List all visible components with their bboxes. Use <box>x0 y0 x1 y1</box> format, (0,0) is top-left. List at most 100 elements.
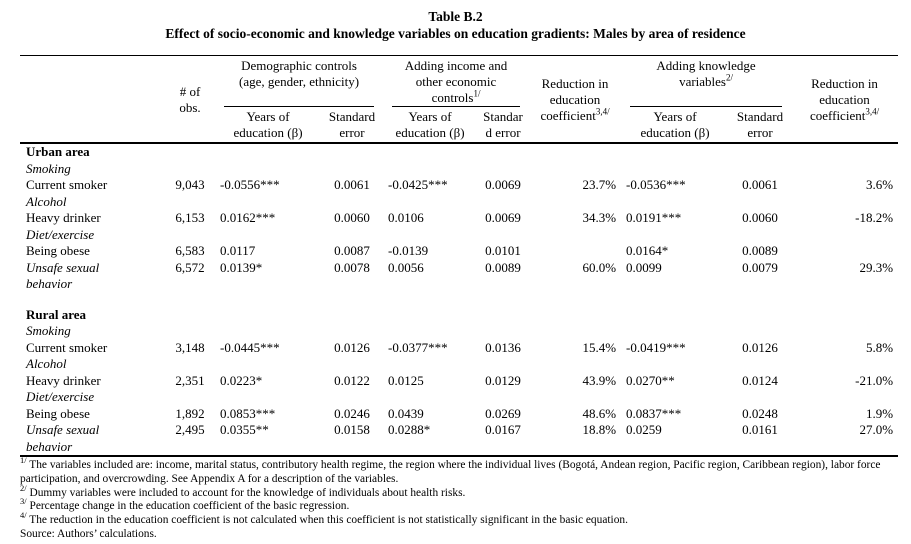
years-education-3-label: Years of education (β) <box>640 109 710 140</box>
footnote-2-marker: 2/ <box>20 482 27 493</box>
table-title-block: Table B.2 Effect of socio-economic and k… <box>9 8 902 42</box>
value-cell <box>477 389 529 406</box>
table-row: Urban area <box>20 143 898 161</box>
table-row: Smoking <box>20 323 898 340</box>
value-cell: 0.0124 <box>742 372 778 388</box>
row-label: Current smoker <box>26 177 108 192</box>
row-label: Heavy drinker <box>26 372 101 388</box>
value-cell <box>321 227 383 244</box>
value-cell: 60.0% <box>582 259 617 275</box>
spacer-row <box>20 293 898 307</box>
value-cell <box>791 194 898 211</box>
value-cell: 0.0126 <box>742 339 778 355</box>
value-cell <box>321 323 383 340</box>
value-cell <box>621 389 729 406</box>
value-cell: -21.0% <box>855 372 894 388</box>
value-cell <box>477 227 529 244</box>
value-cell: 0.0101 <box>485 243 521 258</box>
value-cell <box>729 356 791 373</box>
table-row: Diet/exercise <box>20 389 898 406</box>
row-label: Unsafe sexual behavior <box>26 422 100 454</box>
value-cell: 0.0087 <box>334 243 370 258</box>
standard-error-3-label: Standard error <box>736 109 784 140</box>
table-caption: Effect of socio-economic and knowledge v… <box>165 26 746 41</box>
value-cell <box>383 161 477 178</box>
value-cell <box>477 356 529 373</box>
standard-error-1-header: Standard error <box>321 107 383 143</box>
value-cell: 5.8% <box>865 339 894 355</box>
value-cell <box>215 389 321 406</box>
group-knowledge-footnote-marker: 2/ <box>725 72 733 83</box>
footnote-1-marker: 1/ <box>20 455 27 466</box>
footnote-3-text: Percentage change in the education coeff… <box>29 500 350 513</box>
value-cell <box>791 389 898 406</box>
value-cell <box>729 227 791 244</box>
row-label: Current smoker <box>26 339 108 355</box>
row-label: Diet/exercise <box>26 226 95 242</box>
value-cell: 0.0061 <box>742 177 778 192</box>
value-cell: 48.6% <box>582 405 617 421</box>
value-cell <box>729 389 791 406</box>
value-cell: 23.7% <box>582 177 617 192</box>
value-cell: 0.0060 <box>334 210 370 225</box>
value-cell <box>321 389 383 406</box>
value-cell <box>791 356 898 373</box>
row-label: Heavy drinker <box>26 210 101 225</box>
value-cell: 0.0259 <box>626 422 662 437</box>
value-cell <box>529 356 621 373</box>
value-cell: 1.9% <box>865 405 894 421</box>
group-income-footnote-marker: 1/ <box>473 88 481 99</box>
value-cell <box>529 194 621 211</box>
row-label: Being obese <box>26 243 90 258</box>
value-cell <box>383 356 477 373</box>
value-cell <box>791 323 898 340</box>
value-cell: 0.0139* <box>220 259 263 275</box>
row-label: Alcohol <box>26 356 67 371</box>
value-cell: 0.0853*** <box>220 405 276 421</box>
value-cell <box>729 194 791 211</box>
value-cell: 0.0288* <box>388 422 431 437</box>
value-cell: -0.0419*** <box>626 339 686 355</box>
value-cell: -0.0536*** <box>626 177 686 192</box>
table-row: Current smoker 3,148 -0.0445*** 0.0126 -0.03… <box>20 340 898 357</box>
value-cell <box>321 307 383 324</box>
value-cell: 15.4% <box>582 339 617 355</box>
value-cell <box>529 307 621 324</box>
value-cell <box>321 161 383 178</box>
value-cell: 0.0106 <box>388 210 424 225</box>
obs-column-header: # of obs. <box>165 56 215 144</box>
group-header-demographic: Demographic controls (age, gender, ethni… <box>215 56 383 108</box>
value-cell <box>529 143 621 161</box>
value-cell <box>383 227 477 244</box>
row-label: Rural area <box>26 306 87 322</box>
value-cell <box>165 194 215 211</box>
value-cell <box>165 389 215 406</box>
value-cell <box>621 161 729 178</box>
value-cell <box>165 356 215 373</box>
value-cell: -0.0139 <box>388 243 429 258</box>
value-cell <box>321 143 383 161</box>
reduction1-column-header: Reduction in education coefficient3,4/ <box>529 56 621 144</box>
table-row: Being obese 1,892 0.0853*** 0.0246 0.0439 0.0… <box>20 406 898 423</box>
standard-error-1-label: Standard error <box>328 109 376 140</box>
row-label: Alcohol <box>26 193 67 209</box>
group-header-knowledge: Adding knowledge variables2/ <box>621 56 791 108</box>
value-cell: 0.0126 <box>334 339 370 355</box>
value-cell <box>791 307 898 324</box>
value-cell: 0.0060 <box>742 210 778 225</box>
value-cell <box>729 143 791 161</box>
value-cell: 3.6% <box>865 177 894 192</box>
reduction1-label: Reduction in education coefficient <box>540 75 609 123</box>
value-cell: 0.0355** <box>220 422 269 437</box>
value-cell: 0.0061 <box>334 177 370 192</box>
value-cell: 3,148 <box>175 339 205 355</box>
value-cell: 0.0837*** <box>626 405 682 421</box>
value-cell: 6,583 <box>175 243 205 258</box>
table-row: Unsafe sexual behavior 6,572 0.0139* 0.0078… <box>20 260 898 293</box>
footnote-2: 2/ Dummy variables were included to acco… <box>20 484 902 501</box>
value-cell <box>215 356 321 373</box>
value-cell <box>165 161 215 178</box>
row-label: Smoking <box>26 323 71 338</box>
footnote-2-text: Dummy variables were included to account… <box>29 486 466 499</box>
